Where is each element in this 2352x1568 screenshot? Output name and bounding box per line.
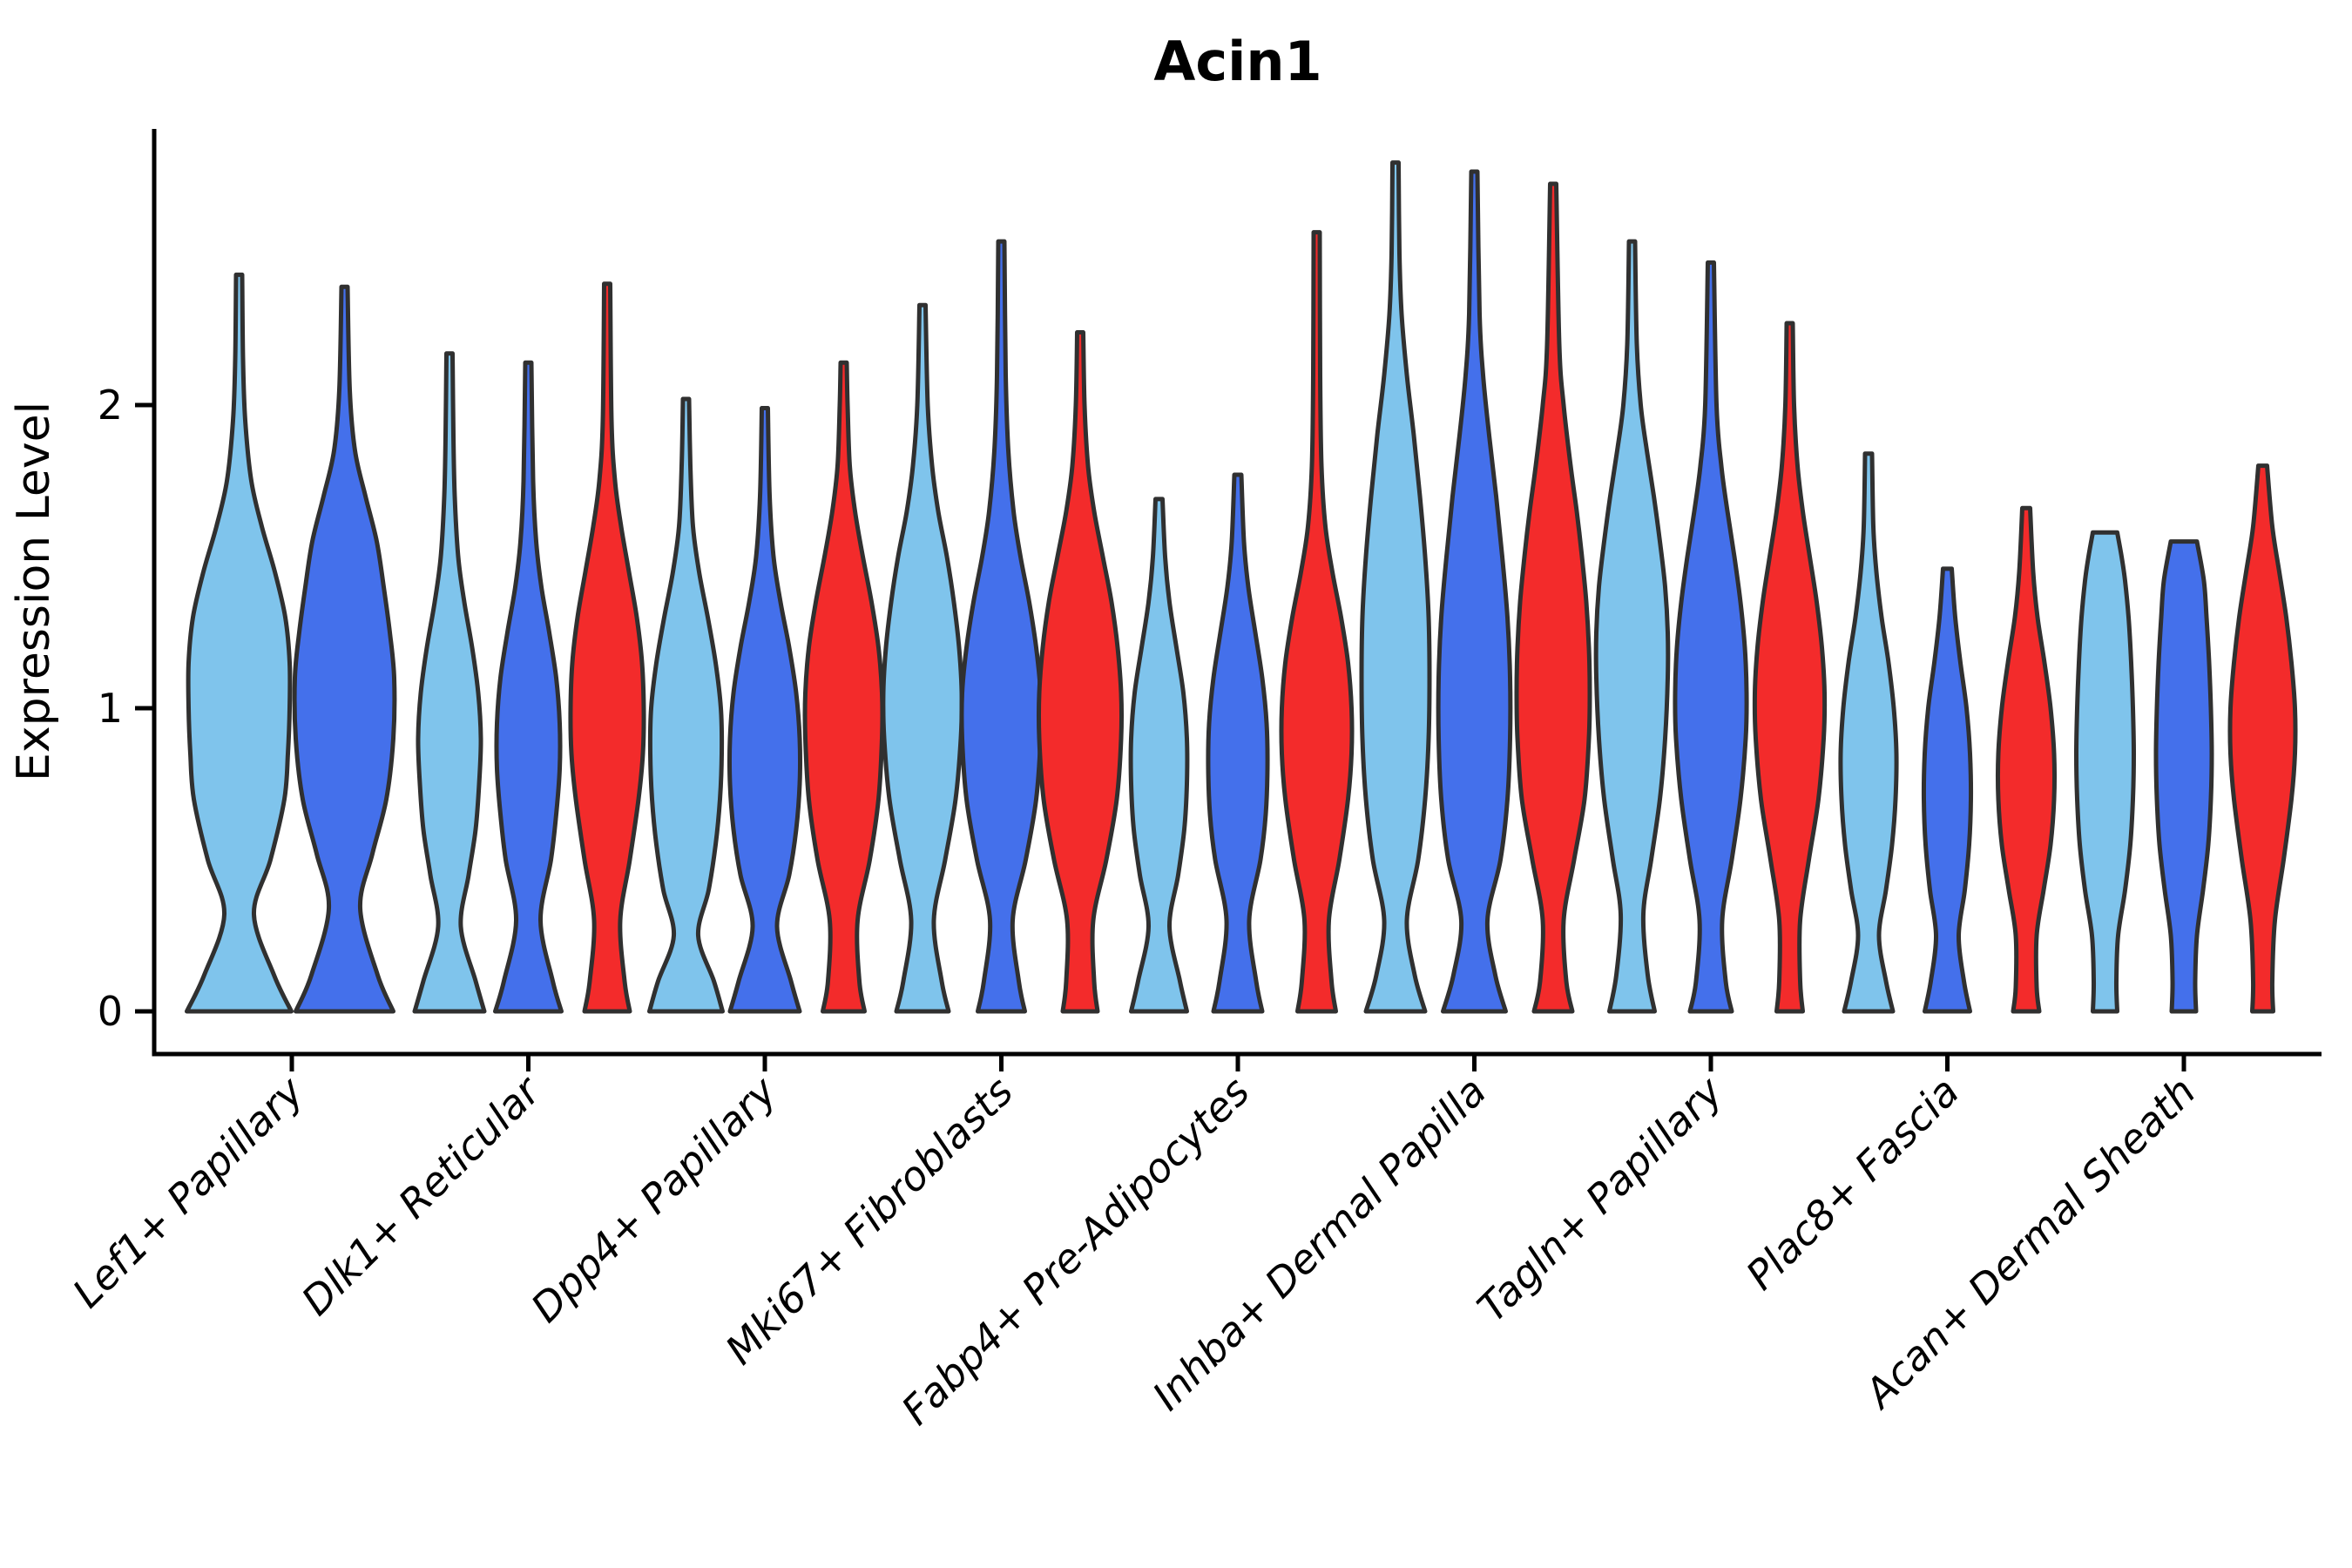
violin-cat5-split-1 [1128,497,1190,1014]
y-tick-label: 2 [98,382,123,429]
chart-title: Acin1 [1153,30,1321,93]
violin-cat4-split-1 [881,302,964,1014]
violin-cat7-split-1 [1593,239,1671,1014]
violin-cat2-split-2 [493,360,564,1014]
violin-cat9-split-1 [2074,530,2136,1014]
violin-cat7-split-3 [1752,321,1828,1014]
y-tick-label: 1 [98,685,123,732]
violin-cat3-split-2 [727,406,803,1014]
violin-cat3-split-1 [647,396,725,1014]
violin-cat1-split-1 [185,272,294,1014]
x-tick-label-category-7: Tagln+ Papillary [1468,1067,1732,1331]
violin-cat3-split-3 [802,360,885,1014]
violin-cat8-split-3 [1995,505,2058,1014]
violin-cat8-split-2 [1921,566,1974,1014]
x-tick-label-category-3: Dpp4+ Papillary [522,1067,786,1331]
y-tick-label: 0 [98,988,123,1035]
violin-cat9-split-2 [2153,539,2214,1014]
violin-cat9-split-3 [2227,463,2298,1014]
x-tick-label-category-8: Plac8+ Fascia [1737,1068,1968,1299]
violin-cat6-split-3 [1514,181,1592,1014]
violin-cat6-split-1 [1359,160,1432,1014]
violin-cat1-split-2 [292,284,397,1014]
violin-cat7-split-2 [1673,260,1749,1014]
x-tick-label-category-1: Lef1+ Papillary [64,1067,313,1316]
violin-cat2-split-3 [568,281,646,1014]
violin-cat8-split-1 [1838,451,1899,1014]
violin-cat2-split-1 [412,351,487,1014]
violin-cat4-split-3 [1036,330,1125,1014]
x-tick-label-category-2: Dlk1+ Reticular [293,1065,551,1324]
violin-cat5-split-2 [1206,472,1270,1014]
violin-cat4-split-2 [959,239,1044,1014]
violin-cat5-split-3 [1279,230,1355,1014]
y-axis-label: Expression Level [8,402,60,781]
violin-cat6-split-2 [1436,169,1513,1014]
